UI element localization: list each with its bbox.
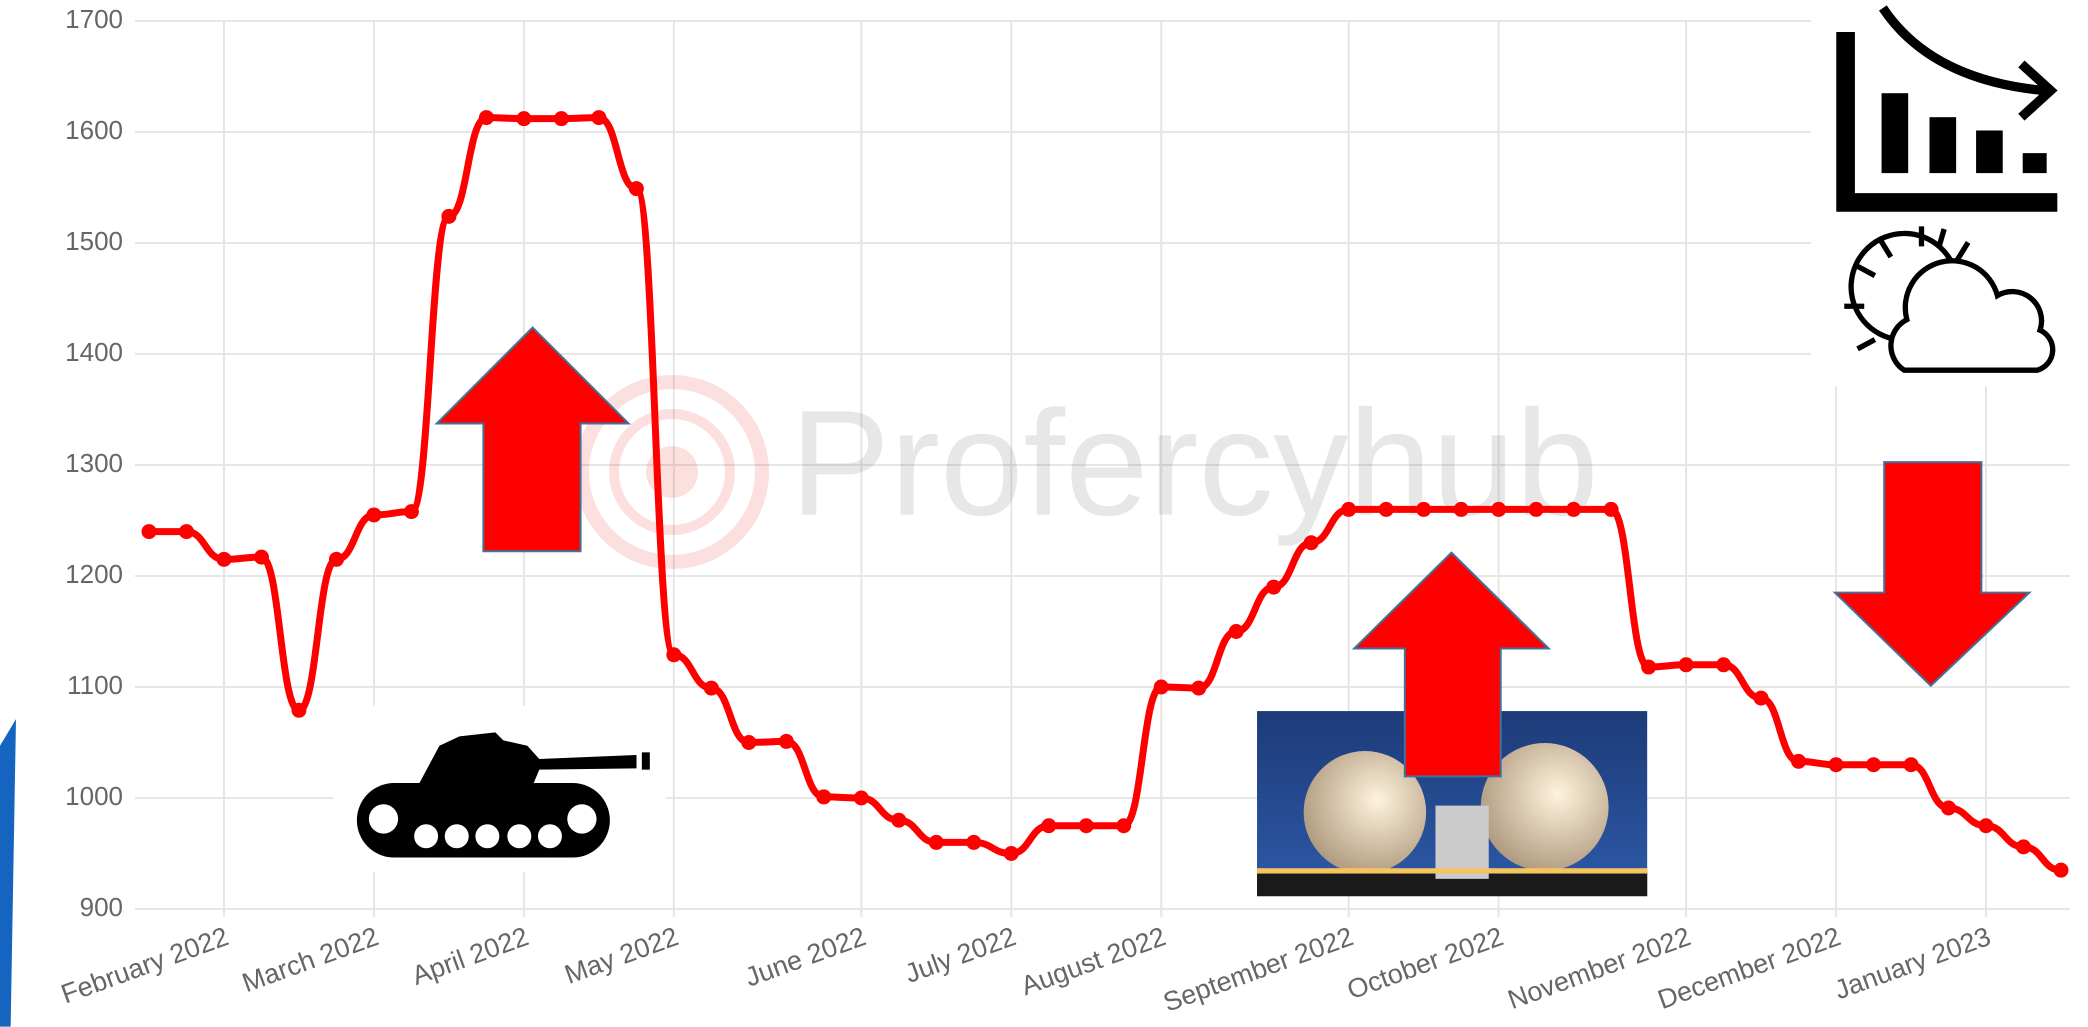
point <box>329 552 344 567</box>
point <box>1791 754 1806 769</box>
x-tick-label: June 2022 <box>741 921 870 992</box>
point <box>404 504 419 519</box>
point <box>929 835 944 850</box>
y-tick-label: 1400 <box>65 337 123 367</box>
point <box>1641 660 1656 675</box>
point <box>1341 502 1356 517</box>
point <box>854 791 869 806</box>
y-tick-label: 1200 <box>65 559 123 589</box>
point <box>1379 502 1394 517</box>
y-tick-label: 1100 <box>67 670 123 700</box>
point <box>516 111 531 126</box>
x-tick-label: April 2022 <box>408 921 533 991</box>
point <box>1266 580 1281 595</box>
y-tick-label: 1700 <box>65 4 123 34</box>
point <box>1454 502 1469 517</box>
point <box>1004 846 1019 861</box>
y-tick-label: 1500 <box>65 226 123 256</box>
x-tick-label: September 2022 <box>1159 921 1357 1017</box>
x-tick-label: March 2022 <box>238 921 382 998</box>
point <box>441 209 456 224</box>
point <box>704 681 719 696</box>
x-tick-label: February 2022 <box>57 921 232 1009</box>
point <box>1191 681 1206 696</box>
point <box>891 813 906 828</box>
y-tick-label: 900 <box>80 892 123 922</box>
point <box>629 181 644 196</box>
point <box>254 550 269 565</box>
point <box>1416 502 1431 517</box>
point <box>554 111 569 126</box>
point <box>1754 691 1769 706</box>
x-tick-label: July 2022 <box>901 921 1020 989</box>
y-tick-label: 1600 <box>65 115 123 145</box>
x-tick-label: January 2023 <box>1830 921 1994 1005</box>
point <box>479 110 494 125</box>
point <box>816 789 831 804</box>
point <box>1829 757 1844 772</box>
point <box>1941 800 1956 815</box>
watermark-text: Profercyhub <box>790 379 1599 547</box>
point <box>779 734 794 749</box>
point <box>366 507 381 522</box>
point <box>291 703 306 718</box>
point <box>1716 657 1731 672</box>
point <box>1529 502 1544 517</box>
point <box>591 110 606 125</box>
point <box>2016 839 2031 854</box>
chart: 900 1000 1100 1200 1300 1400 1500 1600 1700 Febru… <box>0 0 2088 1027</box>
y-tick-label: 1000 <box>65 781 123 811</box>
point <box>1979 818 1994 833</box>
point <box>2054 863 2069 878</box>
point <box>1566 502 1581 517</box>
edge-shape <box>0 719 16 1027</box>
point <box>1491 502 1506 517</box>
point <box>142 524 157 539</box>
watermark: Profercyhub <box>582 379 1599 562</box>
point <box>1229 624 1244 639</box>
x-tick-label: May 2022 <box>561 921 683 990</box>
point <box>1904 757 1919 772</box>
x-tick-label: October 2022 <box>1343 921 1507 1005</box>
point <box>1304 535 1319 550</box>
point <box>666 647 681 662</box>
point <box>216 552 231 567</box>
y-tick-label: 1300 <box>65 448 123 478</box>
point <box>1679 657 1694 672</box>
point <box>1154 680 1169 695</box>
point <box>1079 818 1094 833</box>
point <box>1041 818 1056 833</box>
point <box>1604 502 1619 517</box>
x-tick-label: August 2022 <box>1017 921 1170 1001</box>
point <box>1116 818 1131 833</box>
point <box>179 524 194 539</box>
down-arrow <box>1835 462 2029 686</box>
point <box>966 835 981 850</box>
point <box>741 735 756 750</box>
point <box>1866 757 1881 772</box>
